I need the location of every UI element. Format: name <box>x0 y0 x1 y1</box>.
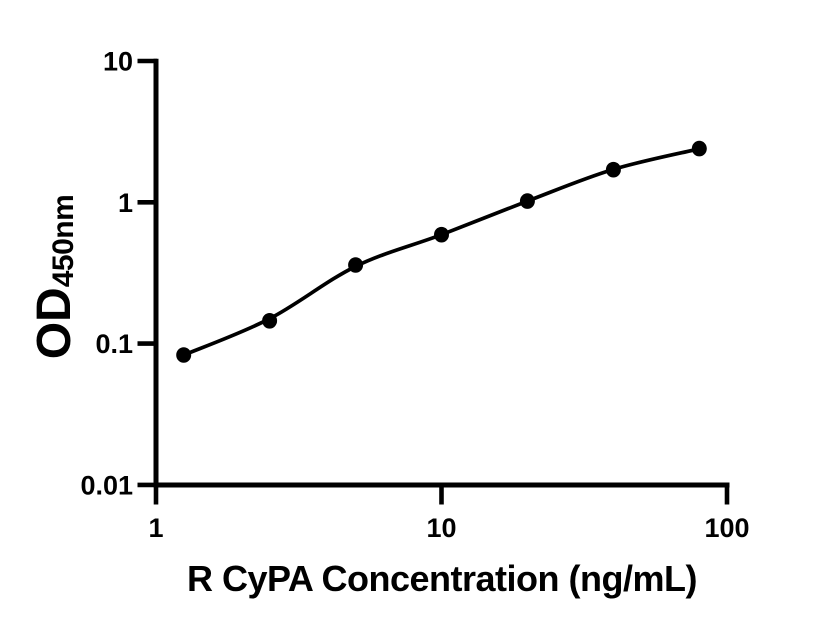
data-point <box>519 193 535 209</box>
y-tick-label: 0.1 <box>95 329 133 359</box>
x-tick-label: 10 <box>426 513 456 543</box>
y-tick-label: 10 <box>103 47 133 77</box>
x-tick-label: 100 <box>704 513 749 543</box>
y-axis-title-subscript: 450nm <box>47 194 80 288</box>
data-point <box>176 347 192 363</box>
data-point <box>691 140 707 157</box>
y-axis-title-main: OD <box>28 287 81 360</box>
data-point <box>605 161 621 178</box>
x-tick-label: 1 <box>148 513 163 543</box>
y-tick-label: 1 <box>118 188 133 218</box>
y-axis-title: OD450nm <box>27 147 83 407</box>
data-point <box>262 313 278 329</box>
x-axis-title: R CyPA Concentration (ng/mL) <box>187 558 698 599</box>
fit-curve <box>181 146 702 357</box>
y-tick-label: 0.01 <box>80 470 133 500</box>
data-point <box>434 226 449 243</box>
data-point <box>348 257 364 273</box>
